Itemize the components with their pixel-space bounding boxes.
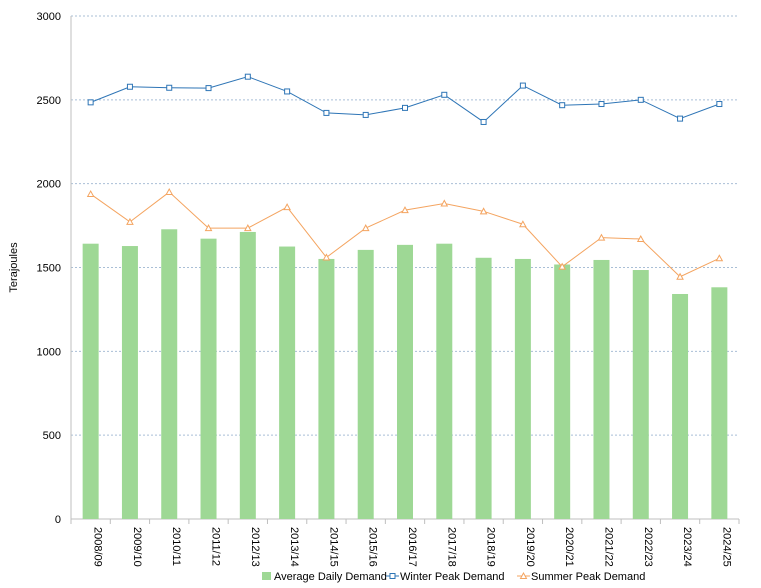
data-point xyxy=(362,111,369,118)
data-point xyxy=(637,96,644,103)
y-tick-label: 1500 xyxy=(37,263,61,275)
bar xyxy=(711,287,728,519)
data-point xyxy=(87,99,94,106)
data-point xyxy=(597,233,606,241)
bar xyxy=(514,258,531,519)
data-point xyxy=(361,224,370,232)
bar xyxy=(397,244,413,520)
bar xyxy=(357,249,374,519)
data-point xyxy=(480,118,487,125)
bar xyxy=(672,293,689,519)
x-tick-label: 2014/15 xyxy=(327,527,339,567)
bar xyxy=(82,243,99,519)
data-point xyxy=(519,571,528,579)
data-point xyxy=(519,220,527,228)
x-tick-label: 2023/24 xyxy=(681,527,693,567)
data-point xyxy=(676,272,684,280)
bar xyxy=(200,238,217,520)
bar xyxy=(161,229,178,519)
x-tick-label: 2011/12 xyxy=(210,527,222,566)
data-point xyxy=(126,83,133,90)
data-point xyxy=(126,217,134,225)
data-point xyxy=(715,254,724,262)
x-tick-label: 2021/22 xyxy=(602,527,614,567)
data-point xyxy=(166,84,173,91)
y-tick-label: 0 xyxy=(55,514,61,526)
bar xyxy=(475,257,492,519)
bar xyxy=(554,264,571,519)
x-tick-label: 2008/09 xyxy=(92,527,104,567)
x-tick-label: 2018/19 xyxy=(485,527,497,567)
x-tick-label: 2022/23 xyxy=(642,527,654,567)
y-tick-label: 2000 xyxy=(37,179,61,191)
y-tick-label: 2500 xyxy=(37,95,61,107)
x-tick-label: 2010/11 xyxy=(170,527,182,566)
data-point xyxy=(243,224,252,232)
data-point xyxy=(441,91,448,98)
data-point xyxy=(284,88,291,95)
x-tick-label: 2024/25 xyxy=(720,527,732,567)
data-point xyxy=(479,207,488,215)
data-point xyxy=(559,102,566,109)
bar xyxy=(239,231,256,520)
x-tick-label: 2009/10 xyxy=(131,527,143,567)
x-tick-label: 2015/16 xyxy=(367,527,379,567)
bar xyxy=(279,246,296,519)
data-point xyxy=(244,73,251,80)
x-tick-label: 2020/21 xyxy=(563,527,575,567)
data-point xyxy=(389,573,396,579)
data-point xyxy=(519,82,526,89)
y-tick-label: 3000 xyxy=(37,11,61,23)
data-point xyxy=(598,101,605,108)
x-tick-label: 2019/20 xyxy=(524,527,536,567)
x-tick-label: 2012/13 xyxy=(249,527,261,567)
data-point xyxy=(86,190,95,198)
legend-label: Average Daily Demand xyxy=(274,571,387,583)
data-point xyxy=(401,206,409,214)
data-point xyxy=(440,199,449,207)
data-point xyxy=(283,203,291,211)
data-point xyxy=(204,224,213,232)
y-axis-title: Terajoules xyxy=(8,242,20,293)
y-tick-label: 1000 xyxy=(37,346,61,358)
x-tick-label: 2013/14 xyxy=(288,527,300,567)
data-point xyxy=(323,109,330,116)
y-tick-label: 500 xyxy=(43,430,61,442)
legend-label: Summer Peak Demand xyxy=(531,571,645,583)
data-point xyxy=(677,115,684,122)
series-line xyxy=(90,76,720,123)
data-point xyxy=(716,101,723,108)
x-tick-label: 2017/18 xyxy=(445,527,457,567)
data-point xyxy=(636,234,645,242)
legend-swatch xyxy=(262,572,271,580)
data-point xyxy=(402,104,408,111)
data-point xyxy=(205,85,212,92)
data-point xyxy=(558,262,567,270)
data-point xyxy=(165,188,174,196)
bar xyxy=(436,243,453,519)
bar xyxy=(593,259,610,519)
x-tick-label: 2016/17 xyxy=(406,527,418,567)
bar xyxy=(318,258,335,519)
data-point xyxy=(322,253,331,261)
bar xyxy=(121,246,138,519)
bar xyxy=(632,270,649,519)
legend-label: Winter Peak Demand xyxy=(400,571,505,583)
